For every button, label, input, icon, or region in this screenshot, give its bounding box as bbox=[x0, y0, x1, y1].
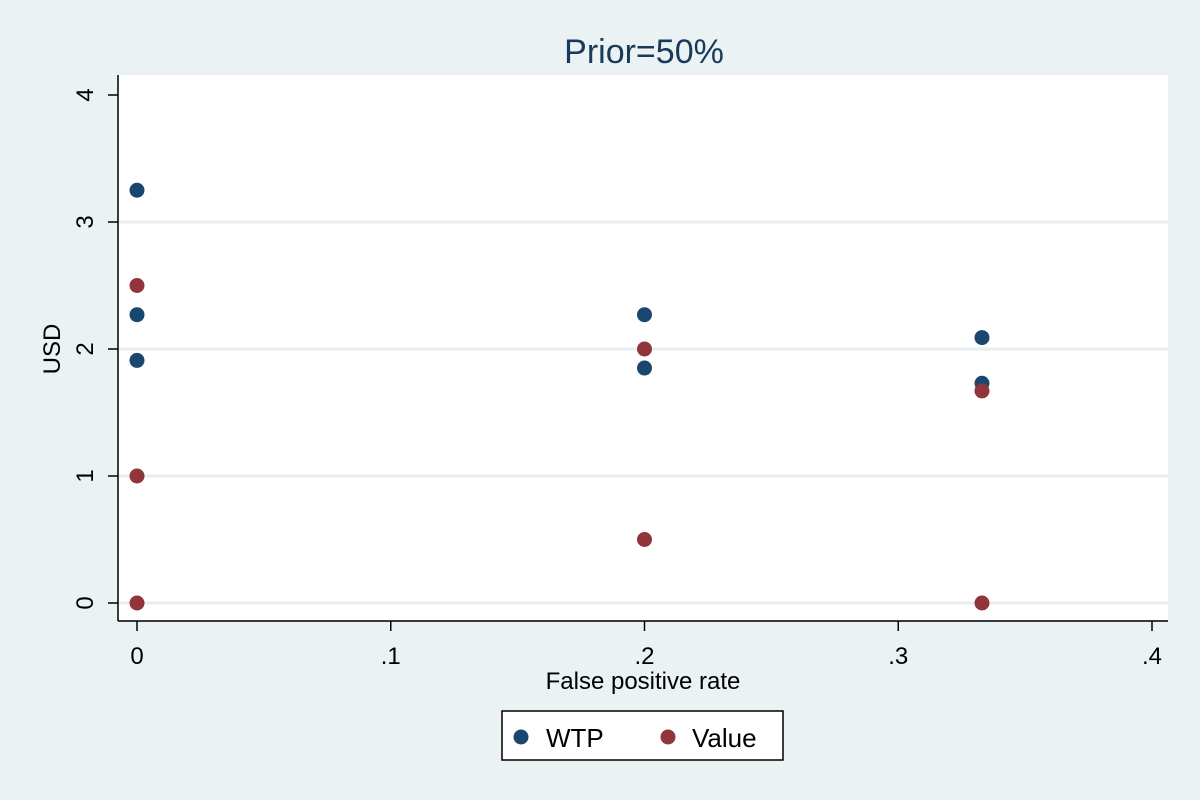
point-value-0 bbox=[129, 278, 145, 293]
point-wtp-4 bbox=[637, 360, 652, 376]
legend-label-wtp: WTP bbox=[546, 723, 604, 753]
point-wtp-1 bbox=[129, 307, 145, 323]
x-tick-label-2: .2 bbox=[634, 643, 654, 670]
y-axis-ticks: 0 1 2 3 4 bbox=[72, 88, 118, 610]
legend-label-value: Value bbox=[692, 723, 757, 753]
legend-box bbox=[501, 710, 784, 761]
x-tick-label-0: 0 bbox=[130, 643, 143, 670]
y-tick-label-0: 0 bbox=[72, 596, 99, 609]
point-value-6 bbox=[974, 595, 990, 611]
point-value-2 bbox=[129, 595, 145, 611]
legend: WTP Value bbox=[501, 710, 784, 761]
point-value-1 bbox=[129, 468, 145, 484]
y-tick-label-1: 1 bbox=[72, 469, 99, 482]
x-axis-ticks: 0 .1 .2 .3 .4 bbox=[130, 621, 1162, 670]
point-wtp-2 bbox=[129, 352, 145, 368]
y-axis-title: USD bbox=[39, 324, 66, 375]
y-tick-label-2: 2 bbox=[72, 342, 99, 355]
y-tick-label-3: 3 bbox=[72, 215, 99, 228]
point-wtp-3 bbox=[637, 307, 652, 323]
data-points bbox=[129, 182, 990, 611]
y-tick-label-4: 4 bbox=[72, 88, 99, 101]
point-wtp-0 bbox=[129, 182, 145, 198]
point-value-4 bbox=[637, 532, 652, 547]
x-axis-title: False positive rate bbox=[546, 668, 741, 695]
point-value-5 bbox=[974, 383, 990, 399]
x-tick-label-3: .3 bbox=[888, 643, 908, 670]
x-tick-label-1: .1 bbox=[381, 643, 401, 670]
point-value-3 bbox=[637, 341, 652, 357]
legend-marker-value bbox=[660, 729, 676, 745]
legend-marker-wtp bbox=[513, 729, 529, 745]
point-wtp-5 bbox=[974, 330, 990, 346]
chart-title: Prior=50% bbox=[564, 33, 724, 71]
x-tick-label-4: .4 bbox=[1142, 643, 1162, 670]
